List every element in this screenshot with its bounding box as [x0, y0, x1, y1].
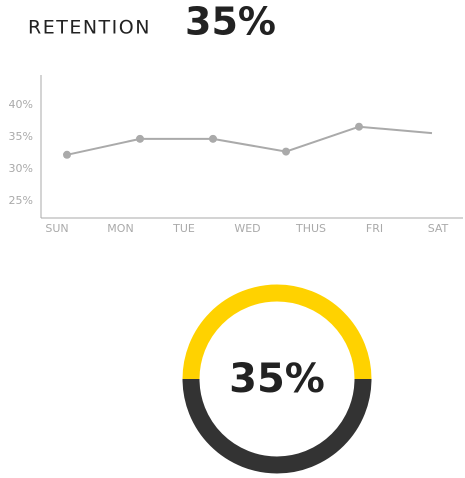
point: [355, 122, 363, 131]
donut-segment: [182, 378, 372, 474]
x-tick-label: TUE: [172, 222, 195, 235]
x-tick-label: SUN: [45, 222, 68, 235]
title: RETENTION: [28, 17, 151, 39]
x-tick-label: SAT: [428, 222, 449, 235]
donut-label: 35%: [229, 356, 325, 402]
point: [63, 150, 71, 159]
headline-value: 35%: [185, 0, 276, 44]
x-tick-label: WED: [234, 222, 260, 235]
line: [66, 125, 433, 156]
x-tick-label: MON: [107, 222, 133, 235]
y-tick-label: 30%: [9, 162, 33, 175]
y-tick-label: 25%: [9, 194, 33, 207]
y-tick-label: 40%: [9, 98, 33, 111]
x-tick-label: THUS: [295, 222, 326, 235]
point: [282, 147, 290, 156]
y-tick-label: 35%: [9, 130, 33, 143]
point: [209, 134, 217, 143]
x-tick-label: FRI: [366, 222, 383, 235]
donut-segment: [182, 284, 372, 380]
point: [136, 134, 144, 143]
